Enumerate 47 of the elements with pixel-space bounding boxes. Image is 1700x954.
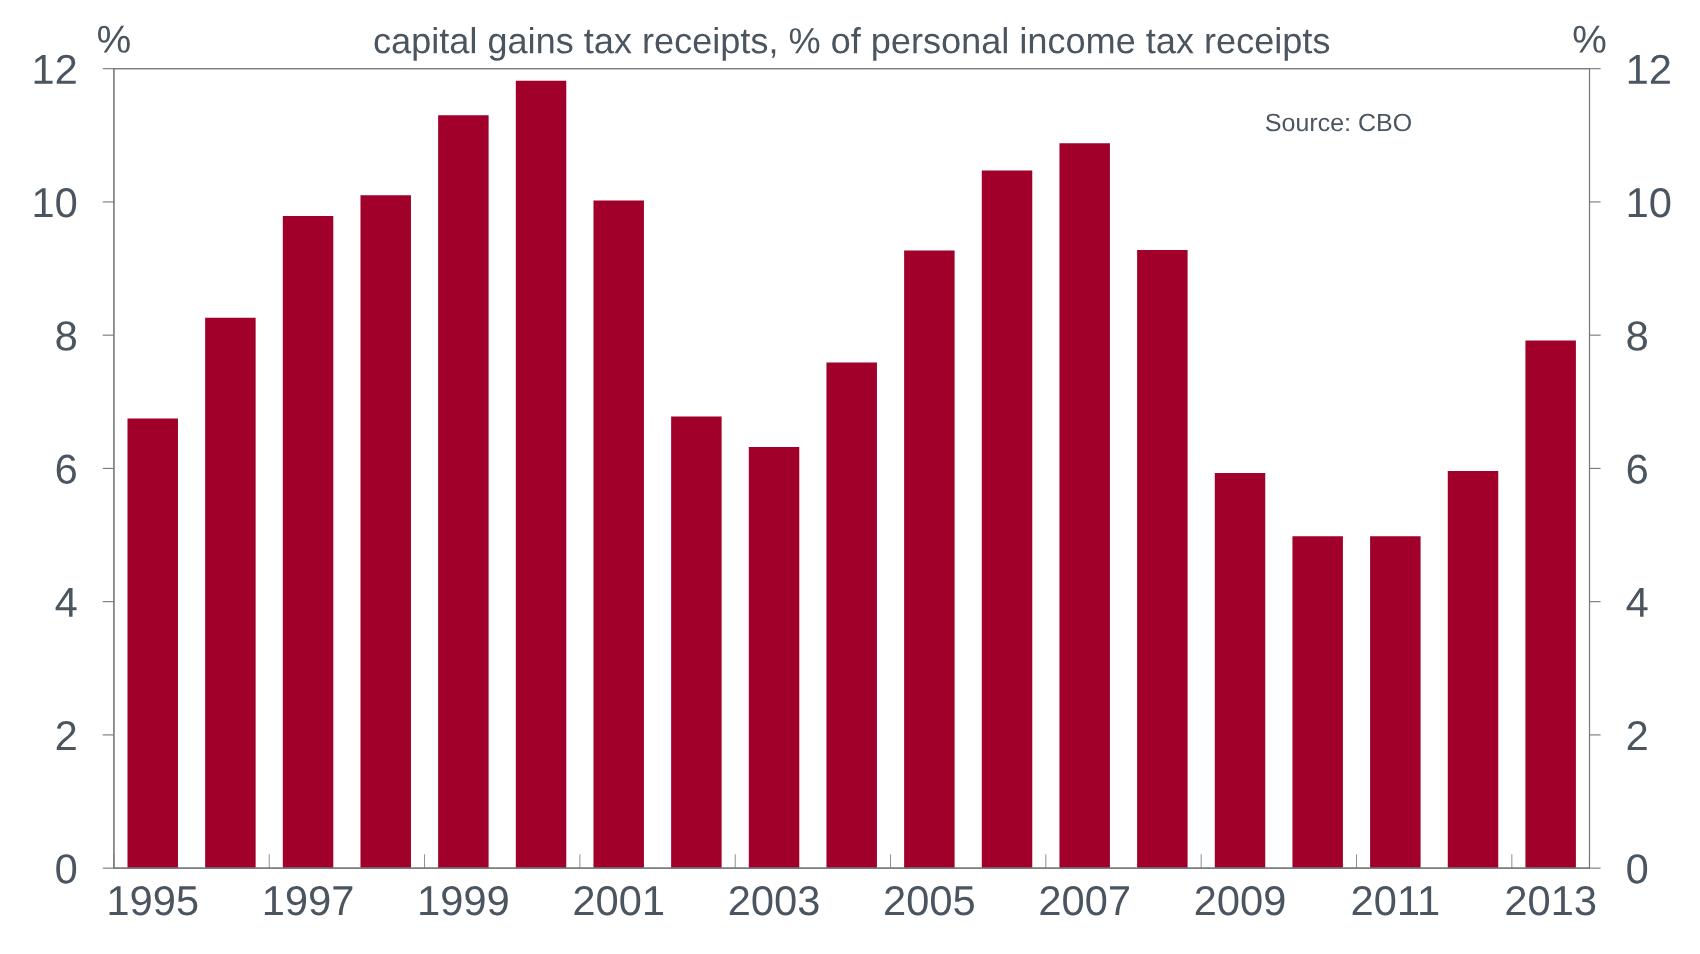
y-tick-label: 6 <box>56 454 76 484</box>
chart-title: capital gains tax receipts, % of personal income tax receipts <box>374 27 1330 61</box>
y2-tick-label: 0 <box>1627 854 1648 884</box>
x-tick-label: 2013 <box>1506 885 1596 916</box>
bar <box>904 250 955 869</box>
x-tick-label: 1999 <box>420 885 508 916</box>
bar <box>438 115 489 869</box>
bar <box>282 215 334 869</box>
x-tick-label: 1997 <box>264 885 353 916</box>
bar <box>671 416 722 869</box>
bar <box>981 170 1033 869</box>
bar <box>826 362 877 869</box>
bar <box>1137 249 1188 869</box>
bar <box>515 80 567 869</box>
y-axis-title: % <box>98 25 130 53</box>
y-tick-label: 12 <box>34 54 76 84</box>
x-tick-label: 2009 <box>1195 885 1285 916</box>
y2-tick-label: 12 <box>1628 54 1670 84</box>
annotation: Source: CBO <box>1266 113 1411 132</box>
bar <box>360 195 411 869</box>
bar <box>1214 473 1266 869</box>
bar <box>1525 340 1576 869</box>
y2-axis-title: % <box>1573 25 1606 53</box>
y-tick-label: 2 <box>56 720 76 750</box>
bar <box>127 418 178 869</box>
y2-tick-label: 8 <box>1627 321 1647 351</box>
y-tick-label: 8 <box>56 321 76 351</box>
y2-tick-label: 10 <box>1628 187 1671 218</box>
y2-tick-label: 4 <box>1626 588 1648 617</box>
y-tick-label: 10 <box>34 187 77 218</box>
y-tick-label: 4 <box>55 588 77 617</box>
x-tick-label: 1995 <box>109 885 198 916</box>
bar <box>748 447 800 869</box>
bar <box>1059 143 1110 869</box>
x-tick-label: 2001 <box>574 885 664 916</box>
x-tick-label: 2007 <box>1040 885 1129 916</box>
x-tick-label: 2005 <box>885 885 974 916</box>
bar <box>1292 536 1343 869</box>
bar <box>1447 471 1499 869</box>
y2-tick-label: 6 <box>1627 454 1647 484</box>
bar <box>593 200 644 869</box>
bar <box>1370 536 1421 869</box>
y2-tick-label: 2 <box>1627 720 1647 750</box>
bar <box>205 317 256 869</box>
x-tick-label: 2003 <box>729 885 819 916</box>
y-tick-label: 0 <box>56 854 77 884</box>
x-tick-label: 2011 <box>1352 885 1439 916</box>
